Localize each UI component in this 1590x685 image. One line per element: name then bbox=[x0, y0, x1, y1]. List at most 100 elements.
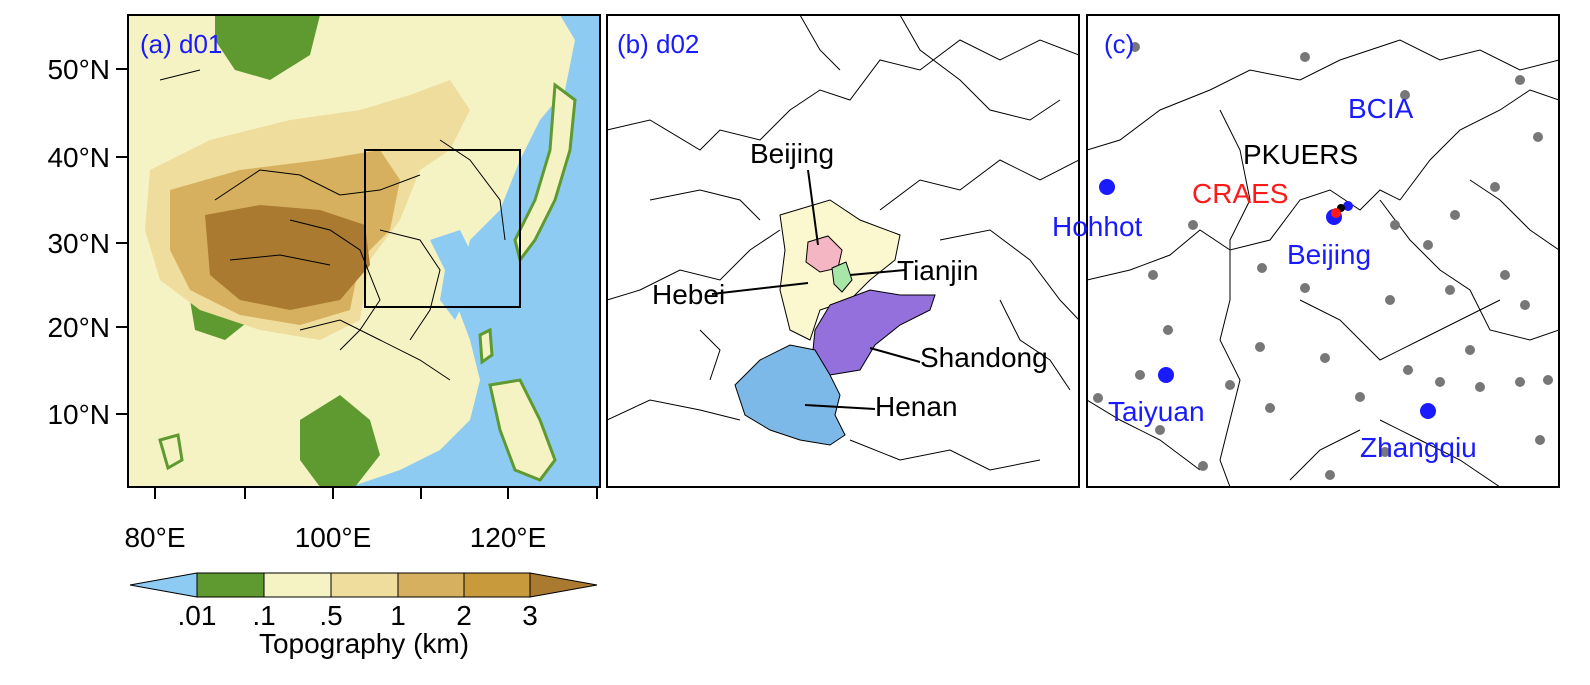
panel-c-map bbox=[1087, 15, 1559, 487]
lon-tick-80: 80°E bbox=[124, 522, 185, 553]
grey-station bbox=[1520, 300, 1530, 310]
grey-station bbox=[1198, 461, 1208, 471]
region-labels: Beijing Tianjin Hebei Shandong Henan bbox=[652, 138, 1048, 422]
colorbar-tick-labels: .01 .1 .5 1 2 3 bbox=[178, 600, 538, 631]
grey-station bbox=[1465, 345, 1475, 355]
site-zhangqiu-dot bbox=[1420, 403, 1436, 419]
grey-station bbox=[1325, 470, 1335, 480]
lon-tick-120: 120°E bbox=[470, 522, 547, 553]
lat-tick-10: 10°N bbox=[47, 399, 110, 430]
colorbar-tick-4: 2 bbox=[456, 600, 472, 631]
grey-station bbox=[1135, 370, 1145, 380]
colorbar-seg-4 bbox=[397, 572, 465, 598]
site-bcia-dot bbox=[1343, 201, 1353, 211]
grey-station bbox=[1390, 220, 1400, 230]
lon-ticks bbox=[154, 487, 598, 499]
panel-b-map bbox=[607, 15, 1079, 487]
panel-a-map bbox=[128, 15, 600, 487]
label-henan: Henan bbox=[875, 391, 958, 422]
grey-station bbox=[1400, 90, 1410, 100]
grey-station bbox=[1257, 263, 1267, 273]
grey-station bbox=[1188, 220, 1198, 230]
grey-station bbox=[1475, 382, 1485, 392]
region-henan bbox=[734, 344, 846, 446]
region-tianjin bbox=[831, 261, 853, 293]
grey-station bbox=[1543, 375, 1553, 385]
colorbar-seg-2 bbox=[263, 572, 332, 598]
label-bcia: BCIA bbox=[1348, 93, 1414, 124]
colorbar-tick-5: 3 bbox=[522, 600, 538, 631]
colorbar bbox=[129, 572, 598, 598]
panel-a-frame bbox=[127, 14, 601, 488]
label-craes: CRAES bbox=[1192, 178, 1288, 209]
panel-c-boundaries bbox=[1087, 39, 1559, 487]
grey-station bbox=[1490, 182, 1500, 192]
lat-tick-20: 20°N bbox=[47, 312, 110, 343]
land-japan bbox=[513, 82, 577, 264]
lon-tick-labels: 80°E 100°E 120°E bbox=[124, 522, 546, 553]
label-beijing: Beijing bbox=[750, 138, 834, 169]
grey-station bbox=[1155, 425, 1165, 435]
label-hebei: Hebei bbox=[652, 279, 725, 310]
d02-domain-box bbox=[364, 149, 521, 308]
grey-station bbox=[1300, 283, 1310, 293]
land-forest-north bbox=[215, 15, 320, 80]
grey-station bbox=[1450, 210, 1460, 220]
grey-station bbox=[1130, 42, 1140, 52]
grey-station bbox=[1380, 447, 1390, 457]
colorbar-title: Topography (km) bbox=[259, 628, 469, 659]
grey-station bbox=[1355, 392, 1365, 402]
grey-station bbox=[1163, 325, 1173, 335]
grey-station bbox=[1148, 270, 1158, 280]
yellow-sea bbox=[430, 230, 475, 320]
label-tianjin: Tianjin bbox=[897, 255, 978, 286]
land-plateau bbox=[205, 205, 370, 310]
colorbar-tick-1: .1 bbox=[252, 600, 275, 631]
panel-a-label: (a) d01 bbox=[140, 29, 222, 59]
grey-station bbox=[1265, 403, 1275, 413]
grey-station bbox=[1093, 393, 1103, 403]
lat-ticks bbox=[116, 68, 128, 415]
lon-tick-100: 100°E bbox=[295, 522, 372, 553]
lat-tick-labels: 50°N 40°N 30°N 20°N 10°N bbox=[47, 54, 110, 430]
grey-station bbox=[1320, 353, 1330, 363]
colorbar-seg-6 bbox=[529, 572, 598, 598]
grey-station bbox=[1255, 342, 1265, 352]
colorbar-tick-2: .5 bbox=[319, 600, 342, 631]
colorbar-tick-0: .01 bbox=[178, 600, 217, 631]
colorbar-seg-0 bbox=[129, 572, 198, 598]
site-labels: BCIA PKUERS CRAES Hohhot Beijing Taiyuan… bbox=[1052, 93, 1477, 463]
label-hohhot: Hohhot bbox=[1052, 211, 1143, 242]
land-philippines bbox=[488, 378, 557, 482]
grey-station bbox=[1225, 380, 1235, 390]
grey-station bbox=[1403, 365, 1413, 375]
grey-stations bbox=[1093, 42, 1553, 480]
grey-station bbox=[1445, 285, 1455, 295]
grey-station bbox=[1300, 52, 1310, 62]
site-taiyuan-dot bbox=[1158, 367, 1174, 383]
colorbar-seg-5 bbox=[463, 572, 531, 598]
grey-station bbox=[1515, 377, 1525, 387]
grey-station bbox=[1515, 75, 1525, 85]
lat-tick-50: 50°N bbox=[47, 54, 110, 85]
panel-c-frame bbox=[1086, 14, 1560, 488]
site-craes-dot bbox=[1331, 208, 1341, 218]
label-taiyuan: Taiyuan bbox=[1108, 396, 1205, 427]
panel-b-label: (b) d02 bbox=[617, 29, 699, 59]
label-pkuers: PKUERS bbox=[1243, 139, 1358, 170]
land-taiwan bbox=[478, 327, 494, 365]
panel-b-frame bbox=[606, 14, 1080, 488]
grey-station bbox=[1423, 240, 1433, 250]
colorbar-seg-1 bbox=[196, 572, 265, 598]
grey-station bbox=[1435, 377, 1445, 387]
panel-c-label: (c) bbox=[1104, 29, 1134, 59]
label-beijing-site: Beijing bbox=[1287, 239, 1371, 270]
grey-station bbox=[1385, 295, 1395, 305]
panel-b-boundaries bbox=[607, 15, 1079, 471]
land-forest-south bbox=[300, 395, 380, 487]
leader-lines bbox=[711, 169, 921, 410]
lat-tick-40: 40°N bbox=[47, 142, 110, 173]
label-zhangqiu: Zhangqiu bbox=[1360, 432, 1477, 463]
land-srilanka bbox=[158, 433, 184, 471]
